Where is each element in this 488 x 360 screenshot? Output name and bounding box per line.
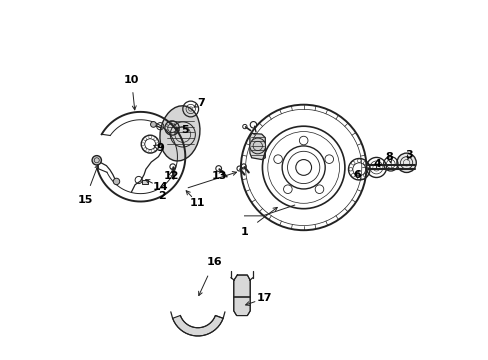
Circle shape — [150, 122, 156, 127]
Circle shape — [396, 153, 415, 172]
Text: 3: 3 — [405, 150, 412, 160]
Text: 12: 12 — [163, 171, 179, 181]
Circle shape — [92, 156, 101, 165]
Polygon shape — [249, 134, 265, 159]
Polygon shape — [172, 315, 223, 336]
Text: 2: 2 — [158, 191, 165, 201]
Text: 16: 16 — [206, 257, 222, 267]
Text: 4: 4 — [372, 159, 380, 169]
Text: 15: 15 — [77, 195, 92, 205]
Text: 1: 1 — [240, 227, 248, 237]
Text: 8: 8 — [385, 152, 393, 162]
Ellipse shape — [160, 106, 200, 161]
Text: 7: 7 — [197, 98, 205, 108]
Polygon shape — [142, 180, 148, 184]
Circle shape — [249, 138, 265, 154]
Text: 14: 14 — [152, 182, 168, 192]
Text: 5: 5 — [181, 125, 189, 135]
Text: 10: 10 — [123, 75, 139, 85]
Text: 13: 13 — [211, 171, 226, 181]
Text: 9: 9 — [156, 143, 164, 153]
Text: 6: 6 — [353, 170, 361, 180]
Circle shape — [113, 178, 120, 185]
Text: 11: 11 — [190, 198, 205, 208]
Text: 17: 17 — [256, 293, 271, 303]
Polygon shape — [233, 275, 250, 316]
